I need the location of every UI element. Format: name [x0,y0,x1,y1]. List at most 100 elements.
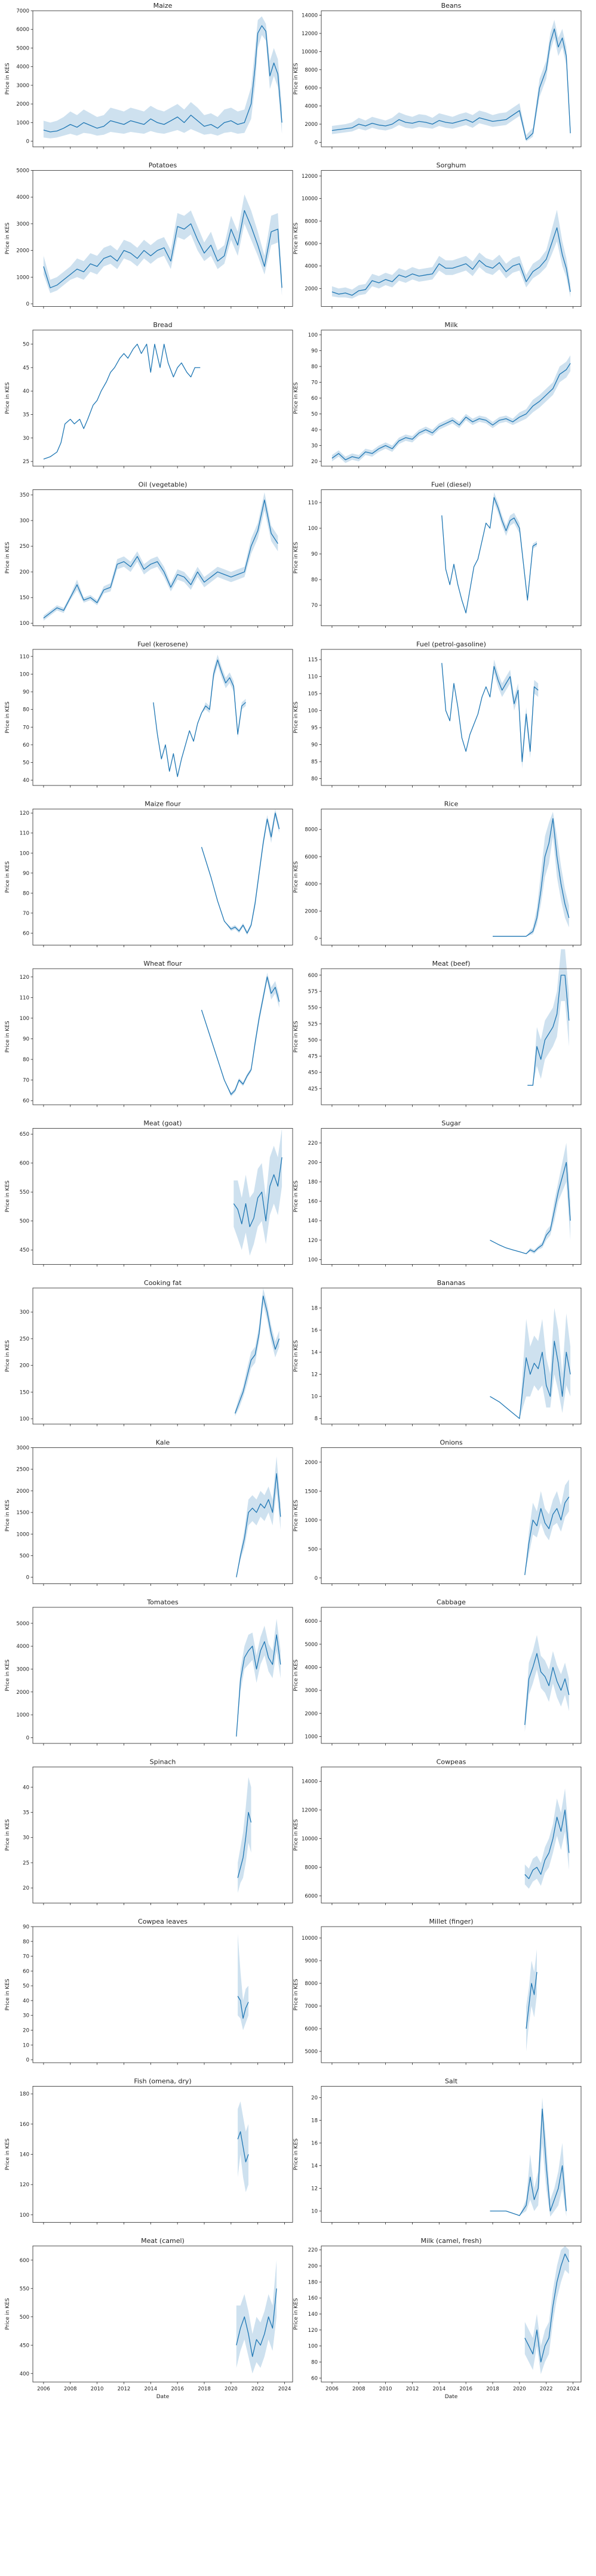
plot-frame [33,649,293,785]
y-tick-label: 30 [23,2013,29,2019]
y-axis-label: Price in KES [5,1819,11,1851]
panel-title: Spinach [150,1758,176,1766]
y-tick-label: 45 [23,365,29,371]
panel-13: Meat (beef)425450475500525550575600Price… [293,949,581,1107]
y-axis-label: Price in KES [293,1659,299,1691]
confidence-band [526,1949,537,2051]
x-tick-label: 2020 [225,2386,238,2392]
y-tick-label: 90 [311,348,318,354]
y-tick-label: 70 [23,1078,29,1084]
y-tick-label: 300 [20,518,29,524]
y-tick-label: 150 [20,595,29,601]
y-axis-label: Price in KES [293,223,299,254]
y-axis-label: Price in KES [293,1340,299,1372]
y-axis-label: Price in KES [5,1500,11,1532]
x-tick-label: 2010 [379,2386,392,2392]
y-tick-label: 10000 [302,49,318,55]
confidence-band [332,355,570,463]
plot-frame [321,1927,581,2063]
y-axis-label: Price in KES [5,1979,11,2010]
x-tick-label: 2014 [432,2386,446,2392]
y-axis-label: Price in KES [293,1021,299,1052]
y-tick-label: 200 [20,569,29,575]
y-axis-label: Price in KES [5,701,11,733]
price-series-line [332,363,570,460]
y-tick-label: 0 [26,301,29,307]
y-tick-label: 550 [20,1190,29,1195]
y-tick-label: 600 [20,2258,29,2264]
y-tick-label: 40 [23,1785,29,1791]
y-tick-label: 12 [311,2186,318,2192]
y-tick-label: 160 [20,2122,29,2128]
confidence-band [234,1129,282,1256]
confidence-band [238,1777,251,1893]
y-tick-label: 90 [23,689,29,695]
y-tick-label: 70 [23,1954,29,1960]
price-series-line [442,497,537,613]
panel-title: Tomatoes [146,1598,179,1606]
plot-frame [33,2087,293,2223]
y-tick-label: 475 [308,1054,318,1060]
y-tick-label: 120 [20,2182,29,2188]
y-axis-label: Price in KES [5,1659,11,1691]
y-tick-label: 3000 [16,1666,29,1672]
y-tick-label: 6000 [305,85,318,91]
y-tick-label: 550 [20,2286,29,2292]
y-tick-label: 14 [311,1350,318,1356]
y-tick-label: 12000 [302,174,318,180]
y-tick-label: 450 [20,1247,29,1253]
y-tick-label: 5000 [305,2049,318,2055]
y-tick-label: 18 [311,2118,318,2124]
confidence-band [332,210,570,299]
panel-title: Milk [445,321,459,329]
y-tick-label: 100 [20,1416,29,1422]
y-tick-label: 16 [311,2141,318,2147]
y-tick-label: 5000 [16,45,29,51]
y-tick-label: 90 [23,1924,29,1930]
panel-title: Wheat flour [143,960,182,967]
y-tick-label: 1000 [305,1734,318,1740]
price-series-line [44,500,278,618]
y-tick-label: 100 [308,1257,318,1263]
confidence-band [44,195,282,296]
y-tick-label: 8 [315,1416,318,1422]
y-tick-label: 6000 [305,1619,318,1625]
panel-title: Maize flour [145,800,181,808]
y-tick-label: 220 [308,1141,318,1147]
y-tick-label: 5000 [305,1642,318,1648]
y-tick-label: 110 [308,674,318,680]
price-series-line [490,1163,571,1254]
y-tick-label: 40 [311,427,318,433]
y-tick-label: 80 [311,364,318,370]
x-tick-label: 2018 [198,2386,211,2392]
panel-title: Sorghum [437,162,466,170]
y-tick-label: 200 [308,2264,318,2270]
y-tick-label: 2000 [305,1460,318,1466]
y-tick-label: 160 [308,1199,318,1205]
price-series-line [202,977,279,1095]
y-tick-label: 1000 [16,1532,29,1537]
plot-frame [33,1607,293,1743]
y-tick-label: 140 [308,1218,318,1224]
y-tick-label: 0 [26,1575,29,1581]
y-tick-label: 180 [308,2279,318,2285]
y-tick-label: 40 [23,1998,29,2004]
x-tick-label: 2018 [486,2386,499,2392]
y-axis-label: Price in KES [293,1819,299,1851]
y-tick-label: 1500 [16,1510,29,1516]
y-tick-label: 0 [26,139,29,145]
y-axis-label: Price in KES [293,2139,299,2170]
y-tick-label: 25 [23,1860,29,1866]
price-series-line [202,813,279,933]
y-tick-label: 2000 [16,101,29,107]
x-tick-label: 2006 [325,2386,339,2392]
y-tick-label: 100 [308,2344,318,2350]
y-axis-label: Price in KES [5,1340,11,1372]
y-axis-label: Price in KES [5,542,11,574]
y-tick-label: 14000 [302,13,318,19]
